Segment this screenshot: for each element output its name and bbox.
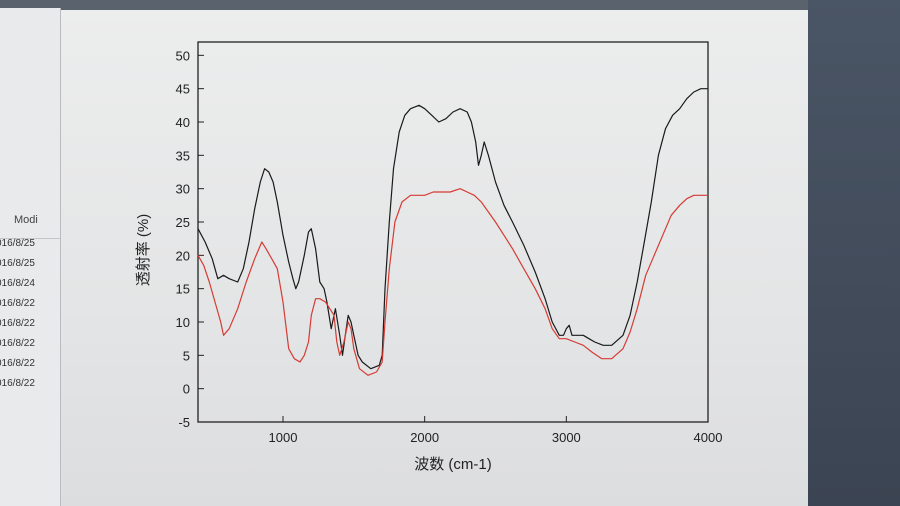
x-axis: 1000 2000 3000 4000	[269, 416, 723, 445]
file-row[interactable]: 016/8/25	[0, 236, 60, 255]
plot-frame	[197, 41, 709, 423]
file-row-date: 016/8/24	[0, 278, 35, 289]
y-tick-label: 35	[176, 148, 190, 163]
series-layer	[197, 88, 708, 376]
series-line-red	[197, 188, 708, 376]
y-tick-label: -5	[178, 415, 190, 430]
file-row-date: 016/8/22	[0, 318, 35, 329]
y-tick-label: 45	[176, 82, 190, 97]
file-row-date: 016/8/25	[0, 238, 35, 249]
y-tick-label: 20	[176, 248, 190, 263]
y-tick-label: 50	[176, 48, 190, 63]
file-row[interactable]: 016/8/25	[0, 256, 60, 275]
file-row-date: 016/8/25	[0, 258, 35, 269]
right-side-panel	[808, 0, 900, 506]
y-tick-label: 40	[176, 115, 190, 130]
monitor-bezel	[0, 0, 900, 10]
x-tick-label: 2000	[410, 430, 439, 445]
modified-column-header[interactable]: Modi	[0, 206, 60, 239]
file-row-date: 016/8/22	[0, 378, 35, 389]
y-tick-label: 5	[183, 348, 190, 363]
y-tick-label: 0	[183, 382, 190, 397]
file-row[interactable]: 016/8/22	[0, 296, 60, 315]
file-row-date: 016/8/22	[0, 358, 35, 369]
file-row[interactable]: 016/8/22	[0, 336, 60, 355]
x-tick-label: 4000	[694, 430, 723, 445]
file-row-date: 016/8/22	[0, 298, 35, 309]
y-tick-label: 30	[176, 182, 190, 197]
modified-column-label: Modi	[14, 214, 38, 226]
file-row[interactable]: 016/8/24	[0, 276, 60, 295]
file-row[interactable]: 016/8/22	[0, 356, 60, 375]
monitor-screen	[0, 8, 820, 506]
x-tick-label: 1000	[269, 430, 298, 445]
x-tick-label: 3000	[552, 430, 581, 445]
y-axis-label: 透射率 (%)	[135, 214, 152, 287]
y-axis: -5 0 5 10 15 20 25 30 35 40 45 50	[176, 48, 204, 430]
file-row-date: 016/8/22	[0, 338, 35, 349]
y-tick-label: 15	[176, 282, 190, 297]
y-tick-label: 25	[176, 215, 190, 230]
x-axis-label: 波数 (cm-1)	[414, 456, 492, 473]
series-line-black	[197, 88, 708, 370]
y-tick-label: 10	[176, 315, 190, 330]
file-row[interactable]: 016/8/22	[0, 316, 60, 335]
file-list-pane: Modi 016/8/25 016/8/25 016/8/24 016/8/22…	[0, 8, 61, 506]
file-row[interactable]: 016/8/22	[0, 376, 60, 395]
